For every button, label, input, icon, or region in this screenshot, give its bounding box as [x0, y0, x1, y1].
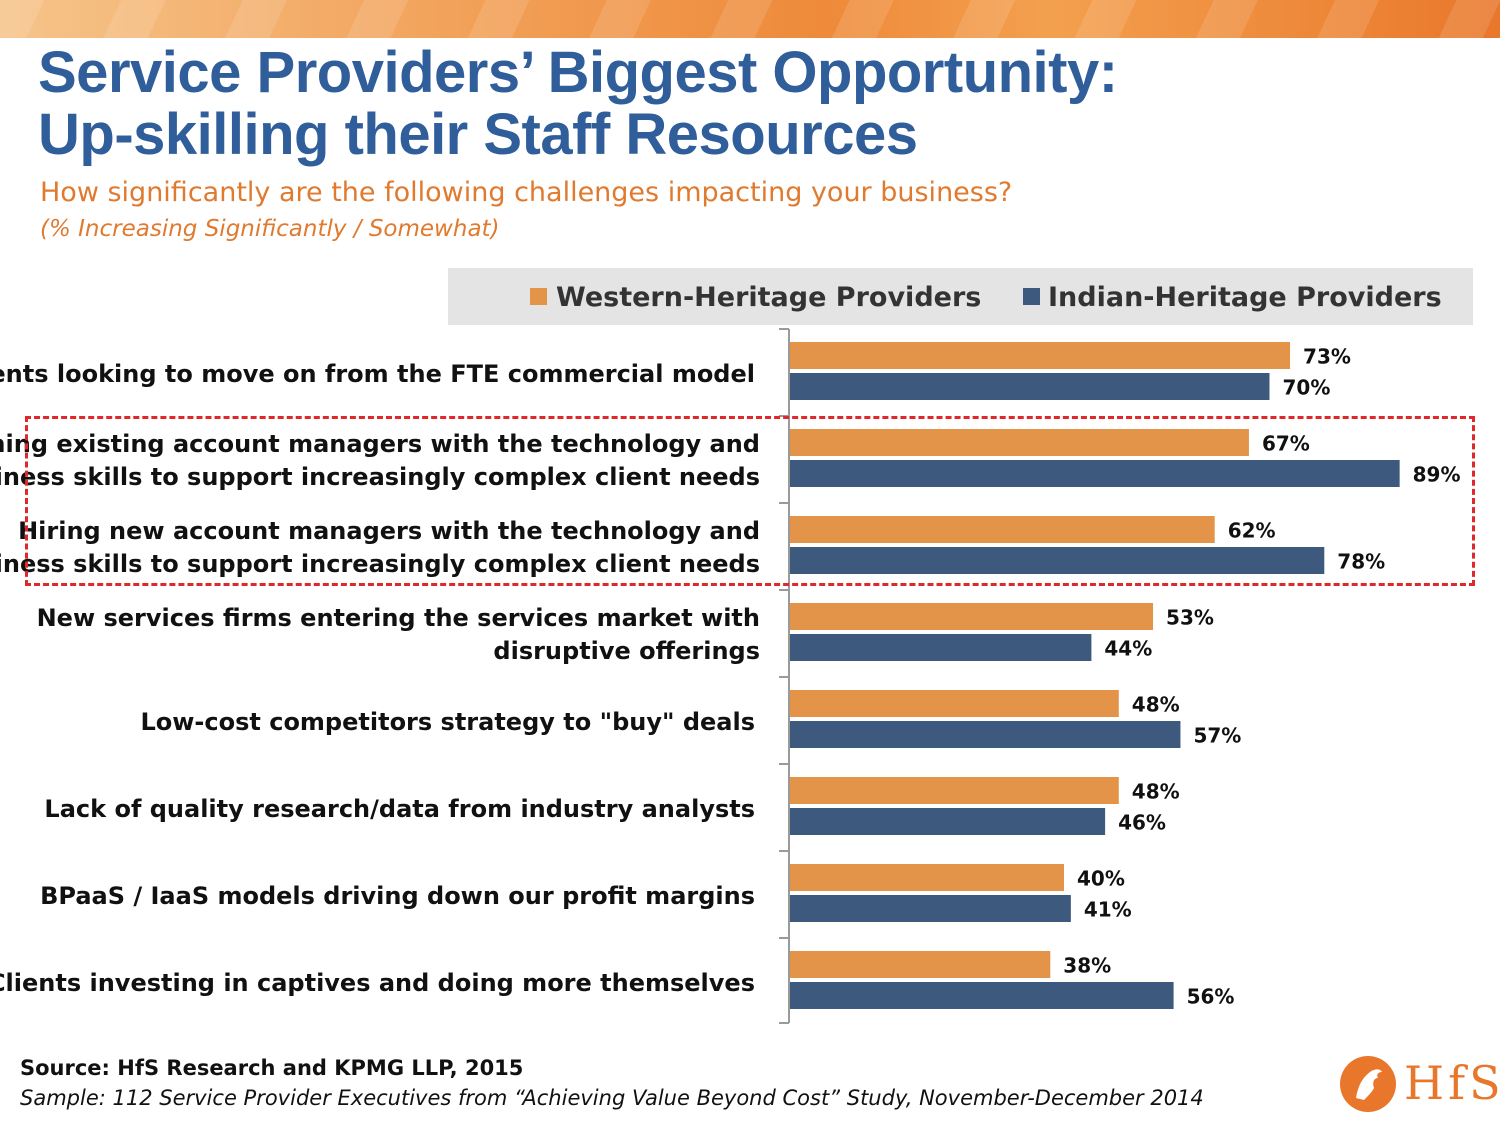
indian-data-label-5: 46%	[1118, 811, 1166, 835]
indian-bar-0	[790, 373, 1270, 400]
western-bar-7	[790, 951, 1051, 978]
legend-label-western: Western-Heritage Providers	[556, 282, 982, 313]
category-label-line: Low-cost competitors strategy to "buy" d…	[140, 707, 755, 736]
western-bar-5	[790, 777, 1119, 804]
western-data-label-7: 38%	[1063, 954, 1111, 978]
indian-bar-1	[790, 460, 1400, 487]
indian-data-label-4: 57%	[1193, 724, 1241, 748]
indian-data-label-1: 89%	[1413, 463, 1461, 487]
category-label-4: Low-cost competitors strategy to "buy" d…	[140, 706, 755, 739]
indian-bar-3	[790, 634, 1092, 661]
western-bar-1	[790, 429, 1249, 456]
indian-data-label-6: 41%	[1084, 898, 1132, 922]
highlight-box	[25, 416, 1475, 586]
western-bar-3	[790, 603, 1154, 630]
category-label-line: Clients looking to move on from the FTE …	[0, 359, 755, 388]
title-line-1: Service Providers’ Biggest Opportunity:	[38, 40, 1118, 105]
logo-text: HfS	[1404, 1056, 1500, 1110]
indian-bar-5	[790, 808, 1106, 835]
indian-data-label-2: 78%	[1337, 550, 1385, 574]
western-data-label-0: 73%	[1303, 345, 1351, 369]
western-data-label-4: 48%	[1132, 693, 1180, 717]
indian-data-label-7: 56%	[1187, 985, 1235, 1009]
category-label-2: Hiring new account managers with the tec…	[0, 515, 760, 581]
category-label-7: Clients investing in captives and doing …	[0, 967, 755, 1000]
chart-subnote: (% Increasing Significantly / Somewhat)	[40, 216, 500, 242]
hfs-logo: HfS	[1338, 1052, 1500, 1116]
indian-bar-2	[790, 547, 1325, 574]
indian-data-label-3: 44%	[1104, 637, 1152, 661]
source-note: Source: HfS Research and KPMG LLP, 2015	[20, 1056, 524, 1080]
category-label-1: Training existing account managers with …	[0, 428, 760, 494]
category-label-line: New services firms entering the services…	[36, 604, 760, 632]
legend-swatch-western	[530, 288, 547, 305]
western-bar-4	[790, 690, 1119, 717]
western-data-label-2: 62%	[1228, 519, 1276, 543]
chart-subtitle: How significantly are the following chal…	[40, 177, 1013, 208]
category-label-line: Lack of quality research/data from indus…	[44, 794, 755, 823]
sample-note: Sample: 112 Service Provider Executives …	[20, 1086, 1204, 1110]
category-label-line: Training existing account managers with …	[0, 430, 760, 458]
category-label-line: Clients investing in captives and doing …	[0, 968, 755, 997]
western-data-label-3: 53%	[1166, 606, 1214, 630]
chart-legend: Western-Heritage Providers Indian-Herita…	[448, 268, 1473, 325]
indian-bar-6	[790, 895, 1071, 922]
indian-data-label-0: 70%	[1283, 376, 1331, 400]
western-bar-2	[790, 516, 1215, 543]
legend-swatch-indian	[1023, 288, 1040, 305]
indian-bar-4	[790, 721, 1181, 748]
category-label-line: Hiring new account managers with the tec…	[18, 517, 760, 545]
category-label-line: business skills to support increasingly …	[0, 463, 760, 491]
category-label-3: New services firms entering the services…	[37, 602, 760, 668]
western-data-label-5: 48%	[1132, 780, 1180, 804]
title-line-2: Up-skilling their Staff Resources	[38, 102, 918, 167]
category-label-6: BPaaS / IaaS models driving down our pro…	[40, 880, 755, 913]
header-banner	[0, 0, 1500, 38]
western-bar-0	[790, 342, 1291, 369]
western-data-label-1: 67%	[1262, 432, 1310, 456]
category-label-line: business skills to support increasingly …	[0, 550, 760, 578]
page-title: Service Providers’ Biggest Opportunity: …	[38, 42, 1458, 166]
category-label-5: Lack of quality research/data from indus…	[44, 793, 755, 826]
western-bar-6	[790, 864, 1064, 891]
western-data-label-6: 40%	[1077, 867, 1125, 891]
category-label-line: BPaaS / IaaS models driving down our pro…	[40, 881, 755, 910]
indian-bar-7	[790, 982, 1174, 1009]
category-label-line: disruptive offerings	[493, 637, 760, 665]
category-label-0: Clients looking to move on from the FTE …	[0, 358, 755, 391]
legend-label-indian: Indian-Heritage Providers	[1048, 282, 1442, 313]
horse-logo-icon	[1340, 1056, 1396, 1112]
